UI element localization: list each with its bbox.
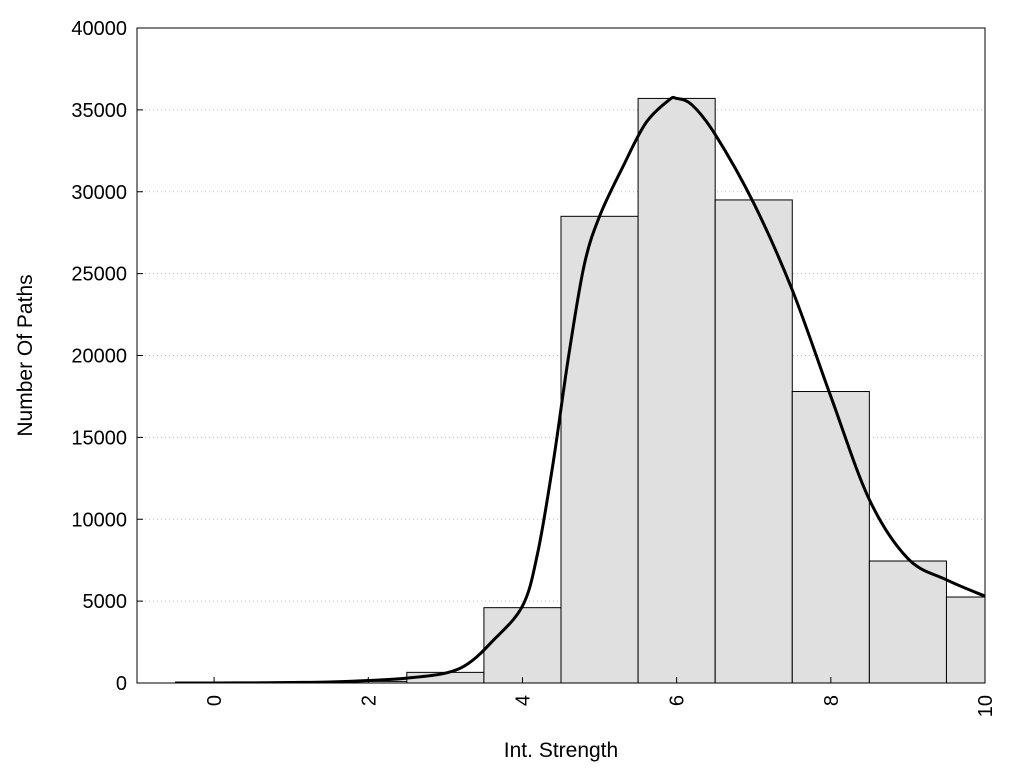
y-tick-label: 30000 <box>71 182 127 204</box>
bars <box>175 97 985 683</box>
y-tick-label: 10000 <box>71 509 127 531</box>
x-tick-label: 10 <box>975 695 997 717</box>
bar <box>791 391 870 683</box>
x-tick-label: 4 <box>512 695 534 706</box>
x-tick-label: 0 <box>204 695 226 706</box>
x-tick-label: 6 <box>667 695 689 706</box>
fit-curve <box>214 95 985 683</box>
bar <box>714 199 793 683</box>
bar <box>945 596 985 683</box>
x-tick-label: 8 <box>821 695 843 706</box>
curve-layer <box>214 95 985 683</box>
bar <box>483 607 562 683</box>
x-tick-label: 2 <box>358 695 380 706</box>
y-tick-label: 40000 <box>71 18 127 40</box>
y-tick-label: 15000 <box>71 427 127 449</box>
y-tick-label: 20000 <box>71 346 127 368</box>
y-axis-title: Number Of Paths <box>14 274 37 436</box>
bar <box>868 560 947 683</box>
y-tick-label: 35000 <box>71 100 127 122</box>
y-axis-ticks: 0 5000 10000 15000 20000 25000 30000 35000 40000 <box>71 18 143 695</box>
y-tick-label: 5000 <box>83 591 128 613</box>
bar <box>560 215 639 683</box>
bar <box>637 97 716 683</box>
x-axis-title: Int. Strength <box>504 739 618 762</box>
y-tick-label: 0 <box>116 673 127 695</box>
x-axis-ticks: 0 2 4 6 8 10 <box>204 677 997 717</box>
y-tick-label: 25000 <box>71 264 127 286</box>
